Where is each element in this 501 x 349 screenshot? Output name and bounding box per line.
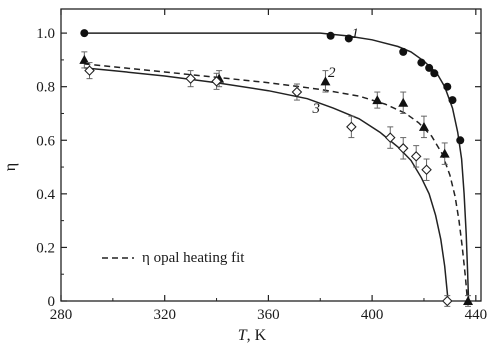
series-2-point [398, 97, 409, 107]
series-3-fit-curve [84, 67, 449, 302]
series-2-point [372, 95, 383, 105]
series-2-point [439, 148, 450, 158]
series-3-point [421, 164, 432, 176]
y-tick-label: 0 [48, 294, 56, 310]
legend: η opal heating fit [102, 250, 245, 266]
series-1-point [425, 63, 434, 72]
plot-frame [60, 8, 482, 302]
series-2-point [320, 76, 331, 86]
series-3-point [442, 295, 453, 307]
x-axis-label: T, K [238, 327, 267, 344]
series-1-point [448, 96, 457, 105]
curve-number-label: 3 [311, 101, 320, 117]
series-3-point [346, 121, 357, 133]
series-3-point [291, 86, 303, 98]
series-2-point [418, 121, 429, 131]
series-1-point [326, 31, 335, 40]
y-tick-label: 0.8 [36, 80, 55, 96]
series [79, 29, 474, 307]
legend-label: η opal heating fit [142, 250, 245, 266]
series-2-point [463, 296, 474, 305]
series-1-point [430, 69, 439, 78]
curve-number-label: 2 [328, 65, 336, 81]
tick-labels: 280 320 360 400 440 0 0.2 0.4 0.6 0.8 1.0 1 2 3 [36, 26, 487, 323]
series-1-point [344, 34, 353, 43]
x-tick-label: 360 [257, 307, 280, 323]
x-tick-label: 320 [153, 307, 176, 323]
series-3-point [384, 132, 396, 143]
y-axis-label: η [2, 163, 19, 171]
series-3-point [185, 73, 196, 84]
y-tick-label: 0.2 [36, 240, 55, 256]
series-1-point [80, 29, 89, 38]
series-3-point [211, 76, 222, 87]
x-tick-label: 280 [50, 307, 73, 323]
x-tick-label: 440 [465, 307, 488, 323]
curve-number-label: 1 [351, 26, 359, 42]
series-2-fit-curve [84, 63, 469, 302]
series-1-point [443, 82, 452, 91]
x-tick-label: 400 [361, 307, 384, 323]
series-1-point [417, 58, 426, 67]
series-3-point [397, 143, 409, 154]
series-3-point [410, 151, 422, 162]
series-1-point [399, 47, 408, 56]
axes [60, 9, 481, 302]
series-1-fit-curve [84, 32, 470, 302]
series-1-point [456, 136, 465, 145]
series-3-point [84, 65, 95, 76]
y-tick-label: 1.0 [36, 26, 55, 42]
y-tick-label: 0.6 [36, 133, 55, 149]
plot-area [60, 8, 482, 302]
series-2-point [79, 54, 90, 64]
y-tick-label: 0.4 [36, 187, 55, 203]
